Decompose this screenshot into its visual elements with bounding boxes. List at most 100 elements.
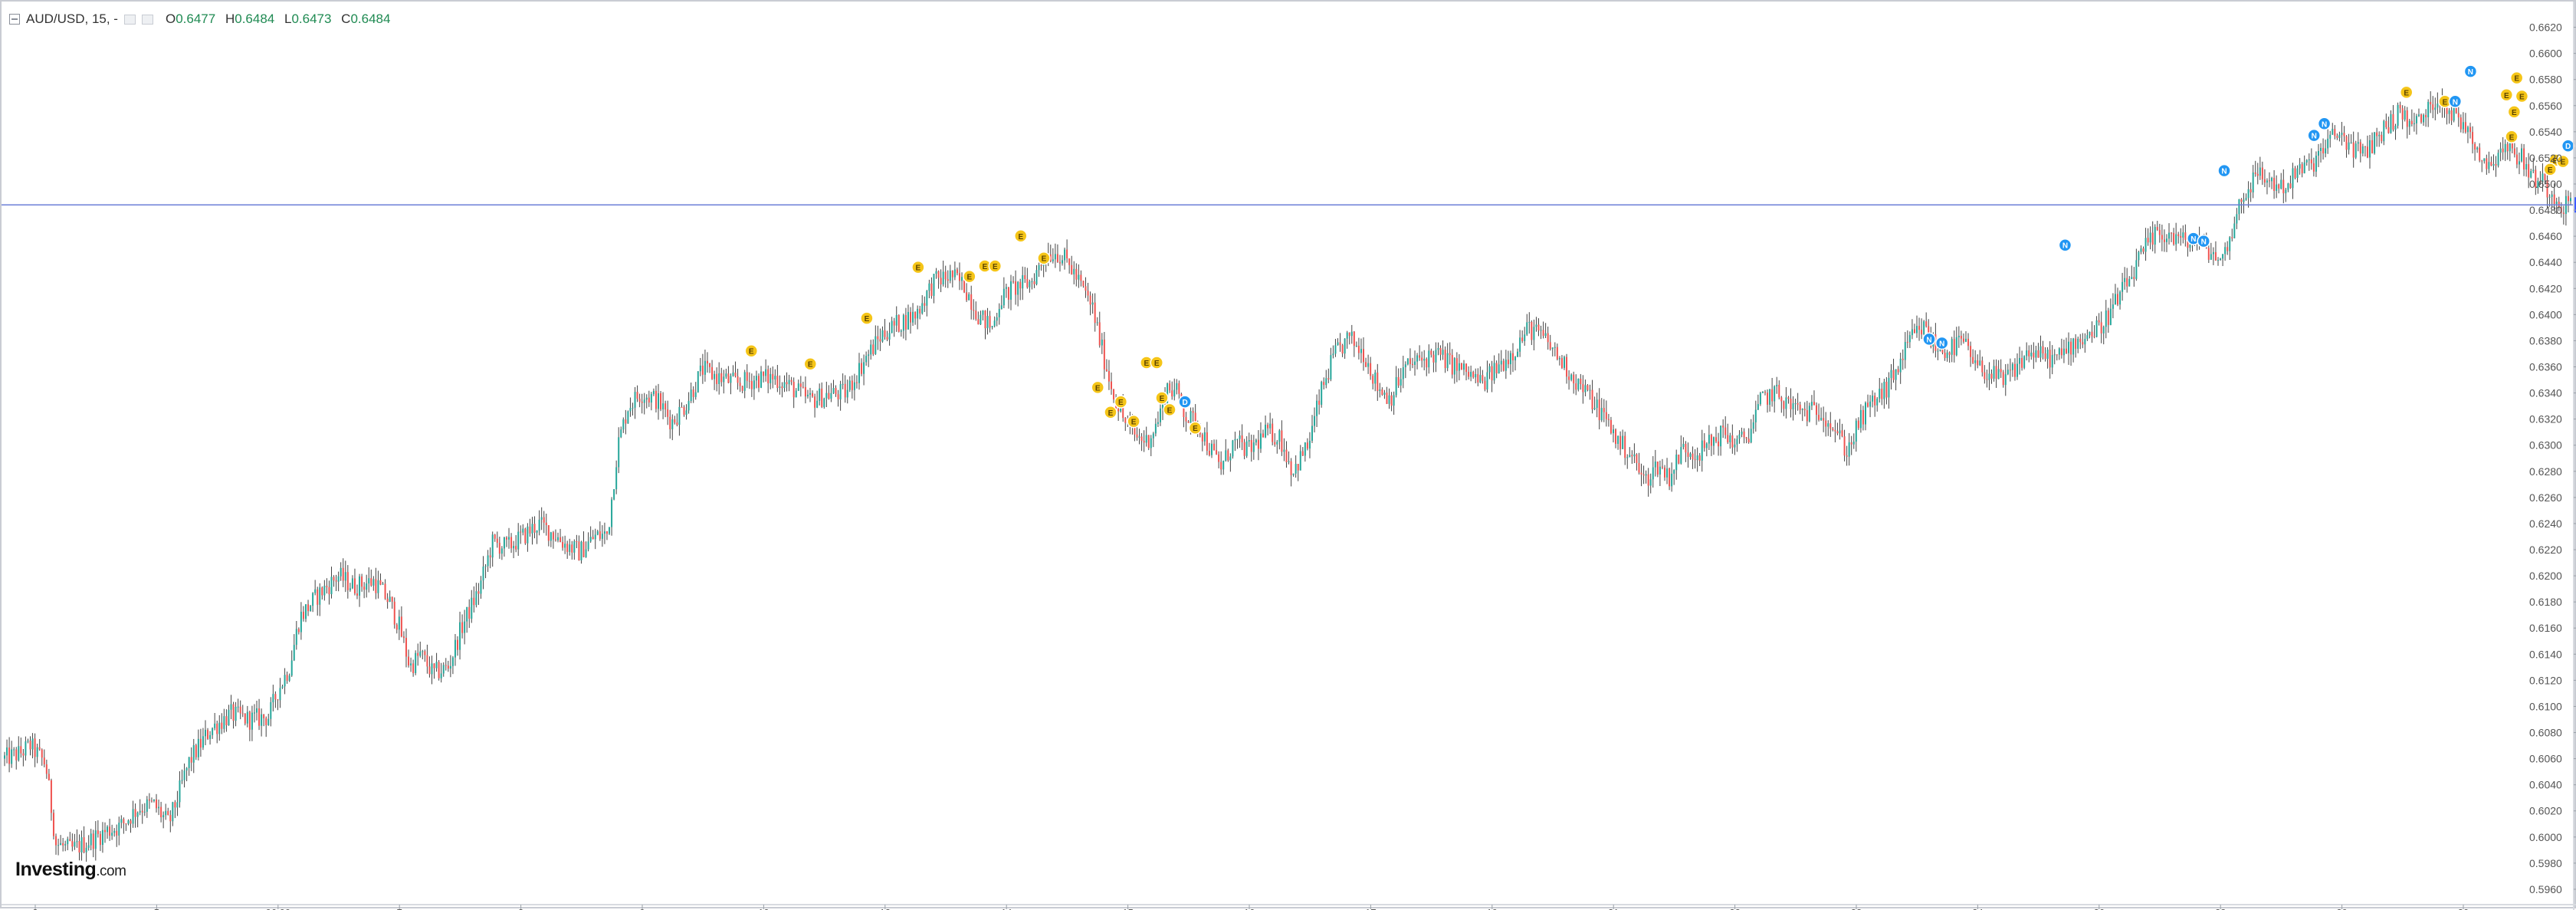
candle-body-down [1511,353,1514,361]
candle-body-down [2142,248,2144,252]
candle-body-down [1218,454,1220,462]
candle-body-down [473,597,475,606]
event-marker-economic[interactable] [1037,251,1051,265]
candle-body-up [288,675,290,681]
event-marker-economic[interactable] [988,259,1003,273]
candle-body-up [687,401,690,411]
candle-body-down [20,746,22,754]
candle-body-down [1327,378,1330,379]
event-marker-news[interactable] [1934,336,1949,350]
candle-body-down [560,537,562,542]
price-axis[interactable]: 0.6620 0.6600 0.6580 0.6560 0.6540 0.6520 0.65… [2529,2,2576,910]
candle-body-down [438,662,440,678]
collapse-legend-button[interactable] [9,14,20,25]
candle-body-up [500,548,503,554]
symbol-label[interactable]: AUD/USD, 15, - [26,11,118,26]
event-marker-news[interactable] [2058,238,2072,252]
candle-body-up [806,394,809,397]
candle-body-down [274,694,277,700]
candle-body-down [2000,369,2002,373]
candle-body-down [1007,287,1009,300]
event-marker-economic[interactable] [1150,356,1164,370]
candle-body-down [1267,424,1269,429]
event-marker-news[interactable] [2307,128,2321,143]
candle-body-up [2397,104,2399,126]
candle-body-up [1406,358,1409,365]
event-marker-economic[interactable] [1127,414,1140,429]
event-marker-economic[interactable] [963,269,976,284]
candle-body-down [1087,291,1089,296]
event-marker-economic[interactable] [2515,89,2529,103]
candle-body-down [1984,372,1986,379]
event-marker-economic[interactable] [2399,85,2414,100]
candle-body-up [475,591,477,606]
candle-body-up [1955,337,1957,356]
candle-body-down [384,583,386,599]
time-axis[interactable]: 3 5 06:00 7 8 9 10 12 14 15 16 17 19 21 22 23 24 26 28 29 30 [2,904,2576,910]
event-marker-economic[interactable] [1163,402,1176,417]
candle-body-down [1549,342,1551,350]
candle-body-up [1908,335,1911,343]
event-marker-economic[interactable] [2509,71,2524,85]
candle-body-down [1274,442,1276,445]
candle-body-down [1377,372,1379,392]
candle-body-down [1040,264,1042,266]
candle-body-up [1916,326,1918,333]
candle-body-down [83,837,85,853]
event-marker-news[interactable] [2197,234,2210,248]
candle-body-down [802,386,804,388]
candle-body-up [1332,353,1334,356]
event-marker-news[interactable] [2463,64,2478,78]
candle-body-up [31,738,34,750]
candle-body-up [279,688,281,701]
candle-body-down [1692,453,1694,460]
event-marker-economic[interactable] [1014,229,1028,243]
event-marker-news[interactable] [2317,117,2332,131]
candle-body-down [1124,418,1127,423]
candle-body-up [185,767,188,771]
candle-body-up [1269,423,1272,429]
event-marker-news[interactable] [1922,332,1936,347]
event-marker-economic[interactable] [1155,391,1169,405]
event-marker-economic[interactable] [2543,163,2557,176]
candle-body-down [1640,472,1642,475]
event-marker-economic[interactable] [860,311,874,325]
event-marker-economic[interactable] [2507,105,2522,119]
settings-toggle-icon[interactable] [141,14,153,25]
candle-body-up [1629,455,1631,458]
candle-body-up [1005,287,1007,289]
event-marker-economic[interactable] [2499,88,2514,102]
event-marker-economic[interactable] [744,343,759,358]
event-marker-economic[interactable] [1104,406,1117,419]
event-marker-economic[interactable] [2556,154,2570,169]
candle-body-down [1178,383,1180,394]
candle-body-up [2165,238,2167,242]
candle-body-down [1390,395,1393,406]
candle-body-up [650,394,652,403]
candle-body-up [235,707,237,721]
candle-body-down [2567,195,2569,202]
candle-body-up [1533,327,1535,340]
event-marker-economic[interactable] [2505,130,2519,144]
candle-body-up [1334,345,1337,354]
candle-body-up [2007,370,2009,375]
event-marker-economic[interactable] [803,356,818,371]
event-marker-economic[interactable] [911,260,925,274]
candle-body-down [944,271,947,280]
event-marker-news[interactable] [2217,163,2231,178]
event-marker-economic[interactable] [1091,380,1104,395]
visibility-toggle-icon[interactable] [123,14,136,25]
event-marker-dividend[interactable] [1178,395,1192,409]
candle-body-up [2537,180,2539,188]
candle-body-down [2028,350,2030,356]
event-marker-news[interactable] [2448,94,2463,109]
candle-body-down [1948,352,1951,355]
candle-body-up [1062,260,1064,264]
event-marker-economic[interactable] [1188,421,1203,435]
event-marker-economic[interactable] [1114,395,1128,409]
candle-body-down [2301,164,2303,174]
candle-body-down [2359,142,2361,154]
